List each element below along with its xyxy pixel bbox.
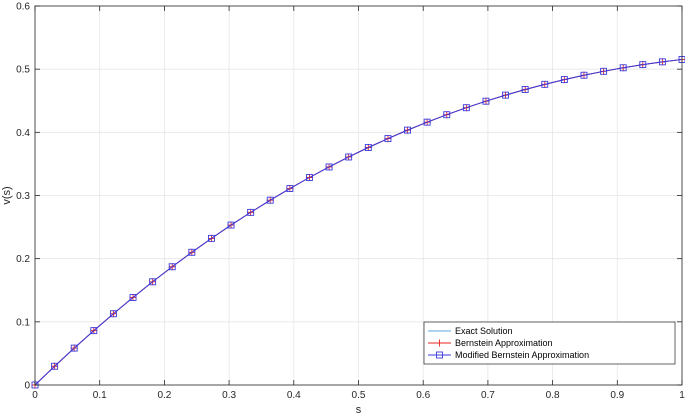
series-3 — [31, 55, 685, 389]
x-tick-label: 1 — [679, 390, 685, 401]
series-point — [560, 76, 568, 84]
series-point — [521, 86, 529, 93]
series-point — [619, 64, 627, 72]
axis-ticks: 0 0.1 0.2 0.3 0.4 0.5 0.6 0.7 0.8 0.9 1 0 0.1 0.2 0.3 0… — [16, 2, 685, 402]
series-point — [364, 144, 372, 151]
series-point — [266, 196, 274, 204]
y-tick-label: 0 — [24, 381, 30, 392]
y-tick-label: 0.2 — [16, 254, 30, 265]
series-point — [247, 208, 255, 216]
series-point — [286, 185, 294, 193]
series-point — [404, 126, 411, 134]
series-point — [306, 174, 313, 181]
legend-marker — [436, 339, 443, 347]
x-tick-label: 0.3 — [222, 390, 236, 401]
x-tick-label: 0 — [32, 390, 38, 401]
series-point — [188, 248, 196, 256]
series-point — [639, 61, 647, 69]
series-point — [482, 97, 490, 105]
y-tick-label: 0.4 — [16, 128, 30, 139]
series-point — [109, 310, 117, 318]
series-point — [90, 327, 98, 335]
x-tick-label: 0.9 — [610, 390, 624, 401]
series-point — [227, 221, 235, 229]
x-axis-label: s — [356, 404, 362, 416]
series-point — [541, 80, 549, 88]
series-layer — [31, 55, 685, 389]
series-point — [600, 67, 608, 75]
series-point — [462, 104, 470, 112]
x-tick-label: 0.6 — [416, 390, 430, 401]
legend-label: Bernstein Approximation — [455, 338, 553, 348]
legend-label: Modified Bernstein Approximation — [455, 350, 589, 360]
series-point — [168, 263, 176, 271]
series-point — [129, 294, 137, 301]
legend-box — [423, 321, 676, 365]
x-tick-label: 0.2 — [157, 390, 171, 401]
series-point — [149, 278, 157, 286]
legend-label: Exact Solution — [455, 326, 513, 336]
y-tick-label: 0.3 — [16, 191, 30, 202]
y-tick-label: 0.5 — [16, 65, 30, 76]
series-point — [658, 58, 666, 66]
series-point — [384, 135, 392, 143]
series-point — [502, 91, 510, 99]
series-point — [345, 153, 353, 161]
series-line — [34, 58, 683, 386]
series-point — [443, 111, 451, 119]
y-tick-label: 0.6 — [16, 2, 30, 13]
series-point — [207, 234, 215, 242]
series-point — [580, 71, 588, 79]
y-tick-label: 0.1 — [16, 317, 30, 328]
x-tick-label: 0.1 — [93, 390, 107, 401]
y-axis-label: v(s) — [1, 186, 13, 204]
series-point — [325, 163, 333, 171]
x-tick-label: 0.8 — [546, 390, 560, 401]
x-tick-label: 0.4 — [287, 390, 301, 401]
series-point — [70, 344, 78, 352]
x-tick-label: 0.7 — [481, 390, 495, 401]
legend: Exact Solution Bernstein Approximation Mod… — [423, 321, 676, 365]
series-point — [423, 118, 431, 126]
series-point — [51, 362, 59, 370]
legend-marker — [436, 351, 443, 359]
x-tick-label: 0.5 — [352, 390, 366, 401]
